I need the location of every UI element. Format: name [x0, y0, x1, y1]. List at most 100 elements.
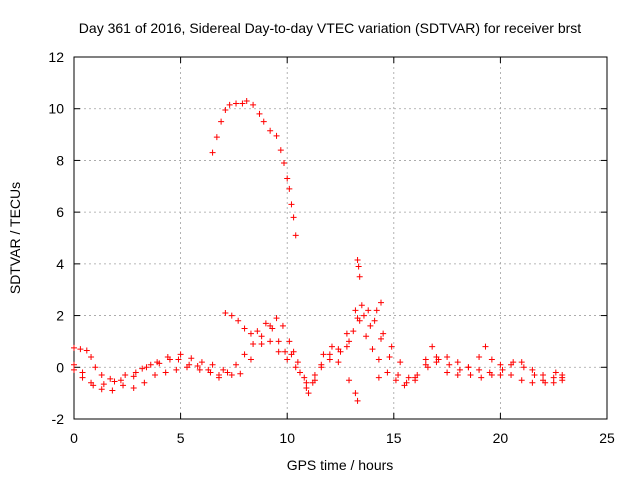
- data-point: [378, 299, 385, 306]
- data-point: [275, 348, 282, 355]
- data-point: [328, 343, 335, 350]
- data-point: [375, 356, 382, 363]
- data-point: [326, 351, 333, 358]
- data-point: [198, 359, 205, 366]
- data-point: [454, 359, 461, 366]
- data-point: [497, 372, 504, 379]
- data-point: [350, 328, 357, 335]
- data-point: [196, 366, 203, 373]
- data-point: [358, 302, 365, 309]
- data-points: [71, 97, 566, 404]
- data-point: [194, 362, 201, 369]
- data-point: [518, 377, 525, 384]
- data-point: [98, 372, 105, 379]
- data-point: [346, 338, 353, 345]
- data-point: [444, 369, 451, 376]
- data-point: [71, 361, 77, 368]
- data-point: [284, 175, 291, 182]
- data-point: [414, 372, 421, 379]
- data-point: [130, 384, 137, 391]
- y-axis-label: SDTVAR / TECUs: [7, 182, 23, 294]
- data-point: [429, 343, 436, 350]
- data-point: [388, 343, 395, 350]
- data-point: [92, 364, 99, 371]
- data-point: [228, 372, 235, 379]
- data-point: [378, 335, 385, 342]
- data-point: [273, 132, 280, 139]
- data-point: [286, 338, 293, 345]
- data-point: [488, 372, 495, 379]
- data-point: [98, 386, 105, 393]
- data-point: [320, 351, 327, 358]
- data-point: [243, 97, 250, 104]
- data-point: [188, 355, 195, 362]
- data-point: [343, 330, 350, 337]
- data-point: [446, 361, 453, 368]
- data-point: [152, 372, 159, 379]
- data-point: [141, 379, 148, 386]
- data-point: [250, 341, 257, 348]
- data-point: [269, 325, 276, 332]
- data-point: [380, 330, 387, 337]
- series-outliers: [346, 256, 436, 404]
- data-point: [147, 361, 154, 368]
- data-point: [354, 397, 361, 404]
- data-point: [224, 369, 231, 376]
- x-tick-label: 0: [70, 430, 78, 446]
- data-point: [120, 382, 127, 389]
- x-tick-label: 10: [279, 430, 295, 446]
- data-point: [550, 374, 557, 381]
- data-point: [510, 359, 517, 366]
- data-point: [247, 356, 254, 363]
- data-point: [518, 359, 525, 366]
- x-tick-label: 15: [386, 430, 402, 446]
- data-point: [209, 361, 216, 368]
- data-point: [207, 369, 214, 376]
- data-point: [215, 374, 222, 381]
- data-point: [284, 356, 291, 363]
- data-point: [559, 374, 566, 381]
- data-point: [241, 325, 248, 332]
- data-point: [288, 351, 295, 358]
- data-point: [282, 348, 289, 355]
- data-point: [139, 365, 146, 372]
- data-point: [373, 307, 380, 314]
- data-point: [164, 353, 171, 360]
- data-point: [281, 160, 288, 167]
- data-point: [186, 361, 193, 368]
- data-point: [296, 369, 303, 376]
- y-tick-label: 10: [48, 101, 64, 117]
- data-point: [294, 359, 301, 366]
- data-point: [354, 256, 361, 263]
- data-point: [540, 372, 547, 379]
- y-tick-label: 8: [56, 152, 64, 168]
- data-point: [384, 369, 391, 376]
- data-point: [71, 366, 77, 373]
- y-tick-label: 2: [56, 308, 64, 324]
- series-track-b: [71, 317, 566, 397]
- data-point: [162, 369, 169, 376]
- data-point: [222, 107, 229, 114]
- data-point: [405, 374, 412, 381]
- data-point: [363, 333, 370, 340]
- data-point: [109, 387, 116, 394]
- data-point: [422, 356, 429, 363]
- data-point: [465, 364, 472, 371]
- data-point: [337, 348, 344, 355]
- data-point: [355, 263, 362, 270]
- series-track-c: [71, 307, 566, 389]
- data-point: [365, 307, 372, 314]
- data-point: [273, 315, 280, 322]
- data-point: [111, 378, 118, 385]
- data-point: [292, 364, 299, 371]
- data-point: [254, 328, 261, 335]
- data-point: [262, 320, 269, 327]
- data-point: [275, 338, 282, 345]
- data-point: [478, 374, 485, 381]
- data-point: [107, 375, 114, 382]
- data-point: [117, 377, 124, 384]
- data-point: [288, 201, 295, 208]
- data-point: [237, 370, 244, 377]
- data-point: [476, 366, 483, 373]
